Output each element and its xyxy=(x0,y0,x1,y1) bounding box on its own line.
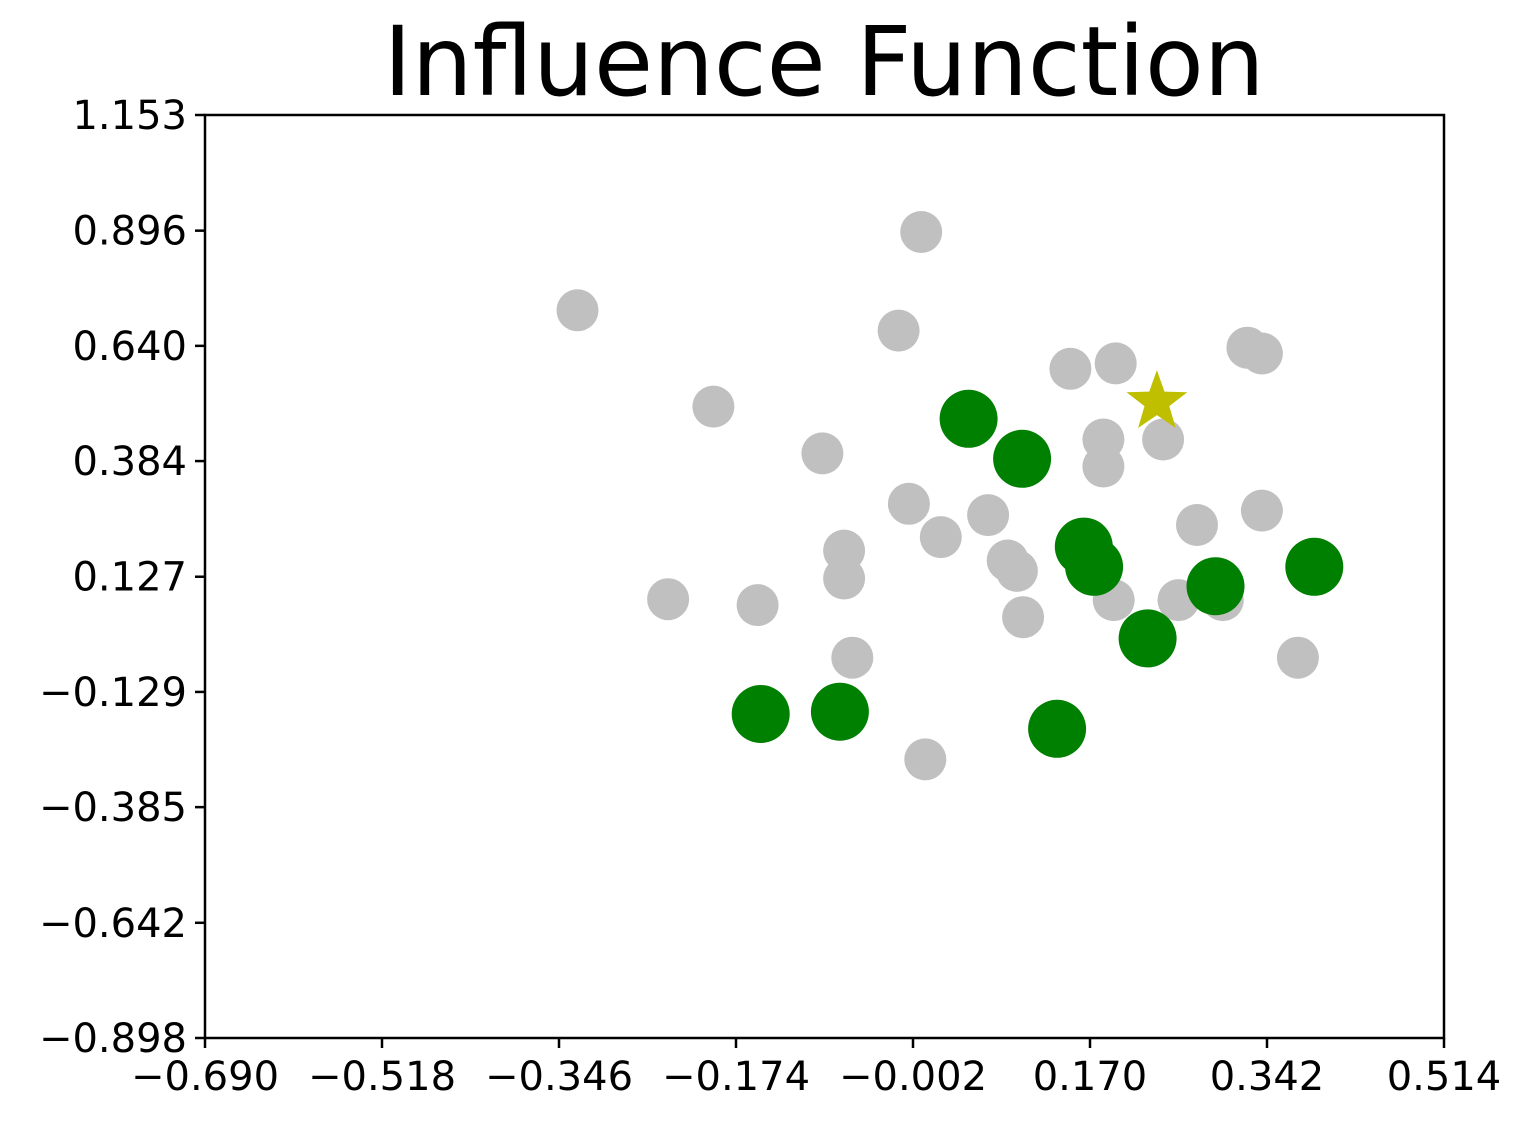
gray-point-15 xyxy=(1176,504,1218,546)
y-tick-label: 0.127 xyxy=(72,555,187,601)
y-tick-label: 0.384 xyxy=(72,439,187,485)
gray-point-4 xyxy=(1240,332,1283,375)
gray-point-14 xyxy=(1240,489,1283,532)
gray-point-20 xyxy=(823,557,866,600)
gray-point-29 xyxy=(904,738,947,781)
x-tick-label: −0.002 xyxy=(839,1054,987,1100)
chart-title: Influence Function xyxy=(383,6,1264,118)
gray-point-21 xyxy=(647,578,690,621)
star-point xyxy=(1126,370,1188,428)
gray-point-5 xyxy=(1049,347,1092,390)
gray-point-16 xyxy=(919,516,962,559)
gray-point-27 xyxy=(831,636,874,679)
gray-point-9 xyxy=(1142,418,1185,461)
x-tick-label: 0.514 xyxy=(1387,1054,1502,1100)
y-axis: 1.153 0.896 0.640 0.384 0.127 −0.129 −0.385 −0.… xyxy=(39,93,205,1062)
gray-point-7 xyxy=(692,385,735,428)
y-tick-label: 0.896 xyxy=(72,209,187,255)
x-axis: −0.690 −0.518 −0.346 −0.174 −0.002 0.170 0.342… xyxy=(131,1038,1501,1100)
x-tick-label: −0.518 xyxy=(308,1054,456,1100)
y-tick-label: −0.385 xyxy=(39,785,187,831)
y-tick-label: −0.129 xyxy=(39,670,187,716)
green-point-1 xyxy=(993,429,1052,488)
gray-point-0 xyxy=(900,211,943,253)
gray-point-10 xyxy=(801,432,844,475)
green-point-0 xyxy=(939,389,998,448)
green-point-5 xyxy=(1285,537,1344,596)
gray-point-28 xyxy=(1276,636,1319,679)
gray-point-11 xyxy=(1082,445,1125,488)
x-tick-label: −0.346 xyxy=(485,1054,633,1100)
gray-point-22 xyxy=(736,584,779,627)
gray-point-13 xyxy=(967,494,1010,537)
gray-point-19 xyxy=(995,549,1038,592)
y-tick-label: 1.153 xyxy=(72,93,187,139)
green-point-7 xyxy=(731,685,790,743)
green-point-8 xyxy=(810,682,869,741)
gray-point-26 xyxy=(1002,596,1045,639)
gray-point-2 xyxy=(877,309,920,352)
x-tick-label: 0.342 xyxy=(1210,1054,1325,1100)
y-tick-label: −0.642 xyxy=(39,901,187,947)
x-tick-label: −0.690 xyxy=(131,1054,279,1100)
green-point-6 xyxy=(1118,609,1177,668)
y-tick-label: −0.898 xyxy=(39,1016,187,1062)
gray-point-1 xyxy=(556,289,599,332)
green-point-4 xyxy=(1186,557,1245,616)
green-point-3 xyxy=(1065,537,1124,596)
gray-point-12 xyxy=(887,482,930,525)
green-point-9 xyxy=(1028,699,1087,758)
gray-point-6 xyxy=(1094,342,1137,385)
y-tick-label: 0.640 xyxy=(72,324,187,370)
plot-marks xyxy=(556,211,1344,781)
x-tick-label: −0.174 xyxy=(662,1054,810,1100)
x-tick-label: 0.170 xyxy=(1033,1054,1148,1100)
